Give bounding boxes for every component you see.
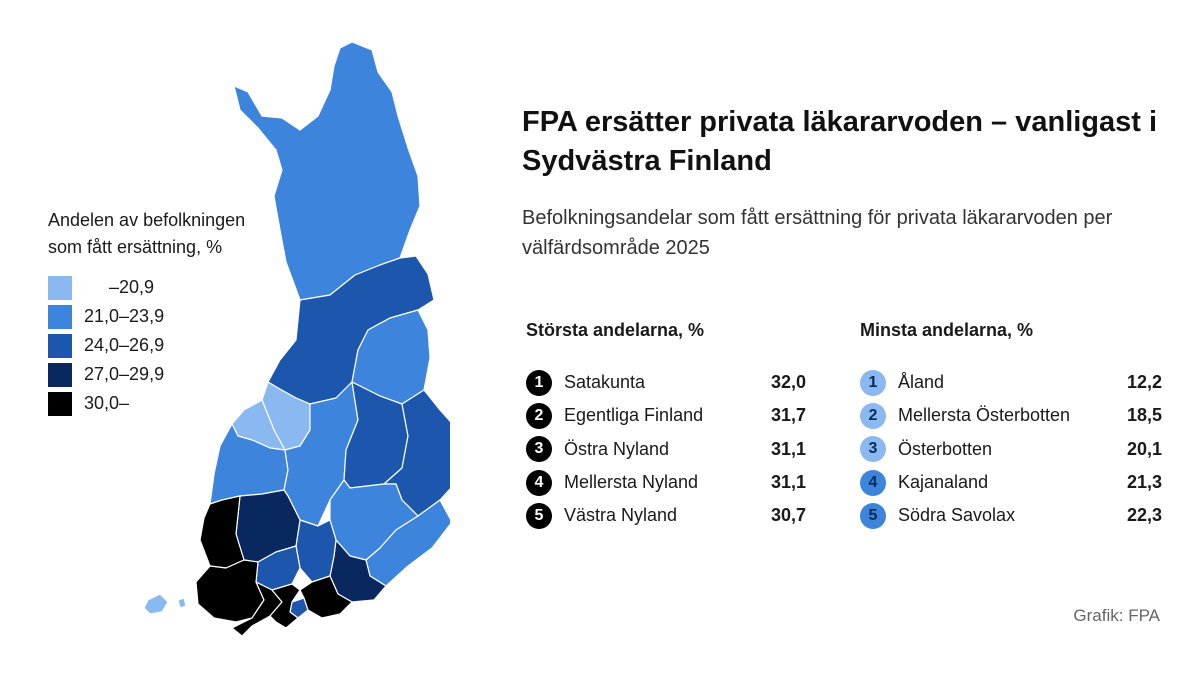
list-item: 1 Satakunta 32,0: [526, 366, 806, 399]
rank-badge: 4: [860, 469, 886, 496]
region-name: Mellersta Nyland: [564, 472, 699, 493]
rank-badge: 3: [860, 436, 886, 463]
smallest-shares-header: Minsta andelarna, %: [860, 320, 1034, 340]
region-paijat-hame: [295, 519, 337, 583]
legend-label: –20,9: [84, 277, 155, 297]
region-value: 18,5: [1126, 405, 1162, 426]
region-name: Kajanaland: [898, 472, 989, 493]
list-item: 5 Södra Savolax 22,3: [860, 499, 1162, 532]
region-name: Södra Savolax: [898, 505, 1016, 526]
region-value: 31,1: [770, 472, 806, 493]
legend-row: –20,9: [48, 273, 248, 302]
region-name: Västra Nyland: [564, 505, 678, 526]
region-value: 21,3: [1126, 472, 1162, 493]
rank-badge: 1: [526, 369, 552, 396]
region-value: 31,7: [770, 405, 806, 426]
region-name: Österbotten: [898, 438, 993, 459]
largest-shares-list: Största andelarna, % 1 Satakunta 32,0 2 …: [526, 316, 806, 532]
list-item: 5 Västra Nyland 30,7: [526, 499, 806, 532]
legend-row: 27,0–29,9: [48, 360, 248, 389]
legend-swatch: [48, 333, 72, 358]
region-lapland: [233, 41, 421, 301]
credit: Grafik: FPA: [1073, 606, 1160, 625]
rank-badge: 2: [526, 402, 552, 429]
region-aland-islet: [177, 597, 187, 609]
region-name: Östra Nyland: [564, 438, 670, 459]
rank-badge: 1: [860, 369, 886, 396]
chart-subtitle: Befolkningsandelar som fått ersättning f…: [522, 207, 1113, 259]
legend-row: 30,0–: [48, 389, 248, 418]
region-name: Mellersta Österbotten: [898, 405, 1071, 426]
region-aland: [143, 593, 169, 615]
legend-row: 24,0–26,9: [48, 331, 248, 360]
legend-label: 21,0–23,9: [84, 306, 165, 326]
region-egentliga-finland: [195, 559, 265, 623]
rank-badge: 3: [526, 436, 552, 463]
list-item: 3 Östra Nyland 31,1: [526, 433, 806, 466]
rank-badge: 4: [526, 469, 552, 496]
rank-badge: 5: [860, 502, 886, 529]
list-item: 4 Kajanaland 21,3: [860, 466, 1162, 499]
rank-badge: 5: [526, 502, 552, 529]
region-name: Satakunta: [564, 372, 646, 393]
legend-label: 24,0–26,9: [84, 335, 165, 355]
legend-swatch: [48, 304, 72, 329]
region-value: 20,1: [1126, 438, 1162, 459]
rank-badge: 2: [860, 402, 886, 429]
list-item: 1 Åland 12,2: [860, 366, 1162, 399]
region-ostra-nyland: [299, 575, 353, 619]
legend-title: Andelen av befolkningen som fått ersättn…: [48, 210, 246, 257]
finland-map: [143, 41, 450, 637]
region-value: 12,2: [1126, 372, 1162, 393]
legend: Andelen av befolkningen som fått ersättn…: [48, 207, 248, 418]
list-item: 3 Österbotten 20,1: [860, 433, 1162, 466]
region-name: Åland: [898, 372, 945, 393]
region-name: Egentliga Finland: [564, 405, 704, 426]
legend-label: 30,0–: [84, 393, 130, 413]
list-item: 2 Mellersta Österbotten 18,5: [860, 399, 1162, 432]
largest-shares-header: Största andelarna, %: [526, 320, 705, 340]
region-value: 31,1: [770, 438, 806, 459]
legend-row: 21,0–23,9: [48, 302, 248, 331]
legend-swatch: [48, 362, 72, 387]
region-value: 22,3: [1126, 505, 1162, 526]
region-value: 32,0: [770, 372, 806, 393]
legend-swatch: [48, 275, 72, 300]
smallest-shares-list: Minsta andelarna, % 1 Åland 12,2 2 Melle…: [860, 316, 1162, 532]
legend-swatch: [48, 391, 72, 416]
list-item: 2 Egentliga Finland 31,7: [526, 399, 806, 432]
region-value: 30,7: [770, 505, 806, 526]
region-mellersta-nyland: [269, 583, 301, 629]
legend-label: 27,0–29,9: [84, 364, 165, 384]
list-item: 4 Mellersta Nyland 31,1: [526, 466, 806, 499]
chart-title: FPA ersätter privata läkararvoden – vanl…: [522, 106, 1158, 177]
